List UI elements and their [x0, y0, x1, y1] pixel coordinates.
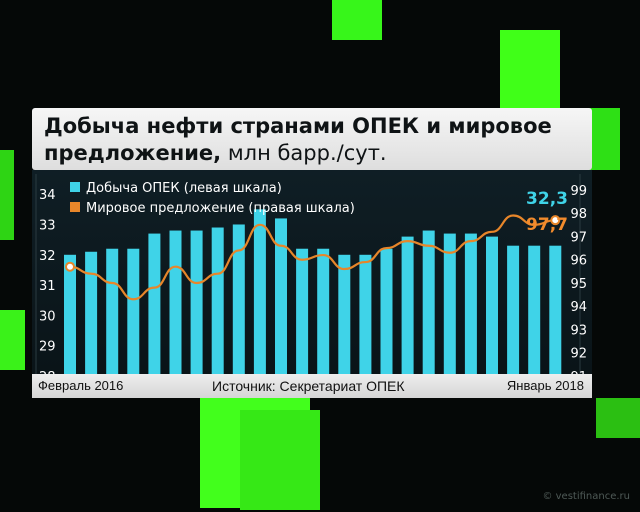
watermark: © vestifinance.ru	[542, 491, 630, 502]
bar	[190, 230, 203, 374]
bar-series	[64, 209, 562, 374]
background-cube	[0, 150, 14, 240]
bar	[486, 236, 498, 374]
legend-label-line: Мировое предложение (правая шкала)	[86, 201, 355, 216]
background-cube	[240, 410, 320, 510]
line-point-marker	[65, 261, 75, 272]
bar	[169, 230, 182, 374]
source-label: Источник: Секретариат ОПЕК	[212, 378, 405, 394]
y-right-tick-label: 99	[570, 184, 587, 199]
last-bar-label: 32,3	[526, 189, 568, 209]
y-left-tick-label: 33	[39, 218, 56, 233]
bar	[232, 224, 245, 374]
background-cube	[332, 0, 382, 40]
y-right-tick-label: 98	[570, 207, 587, 222]
bar	[380, 248, 393, 374]
bar	[275, 218, 287, 374]
bar	[422, 230, 435, 374]
y-right-tick-label: 95	[570, 277, 587, 292]
bar	[253, 209, 266, 374]
chart-title-line2-rest: млн барр./сут.	[221, 141, 387, 165]
bar	[549, 245, 562, 374]
bar	[528, 245, 541, 374]
chart: 28293031323334 919293949596979899 Добыча…	[35, 174, 587, 385]
y-right-tick-label: 94	[570, 300, 587, 315]
x-axis-end-label: Январь 2018	[506, 378, 584, 393]
title-panel: Добыча нефти странами ОПЕК и мировое пре…	[32, 108, 592, 170]
chart-title-line2: предложение, млн барр./сут.	[44, 141, 387, 165]
y-left-tick-label: 29	[39, 340, 56, 355]
bar	[85, 251, 98, 374]
bar	[507, 245, 520, 374]
chart-title-line1: Добыча нефти странами ОПЕК и мировое	[44, 114, 552, 138]
last-line-label: 97,7	[526, 215, 568, 235]
y-right-tick-label: 93	[570, 323, 587, 338]
bar	[296, 248, 309, 374]
line-series	[65, 214, 561, 301]
y-right-tick-label: 92	[570, 347, 587, 362]
x-axis-start-label: Февраль 2016	[38, 378, 124, 393]
bar	[148, 233, 161, 374]
bar	[401, 236, 414, 374]
chart-panel: 28293031323334 919293949596979899 Добыча…	[32, 170, 592, 385]
series-line	[69, 214, 556, 301]
bar	[359, 254, 372, 374]
line-point-marker	[550, 215, 561, 226]
y-right-tick-label: 96	[570, 254, 587, 269]
legend-swatch-line	[70, 202, 80, 212]
footer-panel: Февраль 2016 Источник: Секретариат ОПЕК …	[32, 374, 592, 398]
chart-title-line2-bold: предложение,	[44, 141, 222, 165]
legend-swatch-bars	[70, 182, 80, 192]
bar	[64, 254, 76, 374]
background-cube	[0, 310, 25, 370]
y-left-tick-label: 30	[39, 309, 56, 324]
y-left-tick-label: 34	[39, 188, 56, 203]
bar	[464, 233, 477, 374]
legend-label-bars: Добыча ОПЕК (левая шкала)	[86, 181, 282, 196]
y-right-axis: 919293949596979899	[570, 184, 587, 385]
bar	[338, 254, 351, 374]
y-left-tick-label: 32	[39, 249, 56, 264]
bar	[106, 248, 119, 374]
y-left-tick-label: 31	[39, 279, 56, 294]
legend: Добыча ОПЕК (левая шкала) Мировое предло…	[70, 181, 355, 216]
y-right-tick-label: 97	[570, 230, 587, 245]
bar	[211, 227, 224, 374]
bar	[317, 248, 330, 374]
y-left-axis: 28293031323334	[39, 188, 56, 385]
bar	[443, 233, 456, 374]
bar	[127, 248, 140, 374]
background-cube	[500, 30, 560, 108]
background-cube	[596, 398, 640, 438]
